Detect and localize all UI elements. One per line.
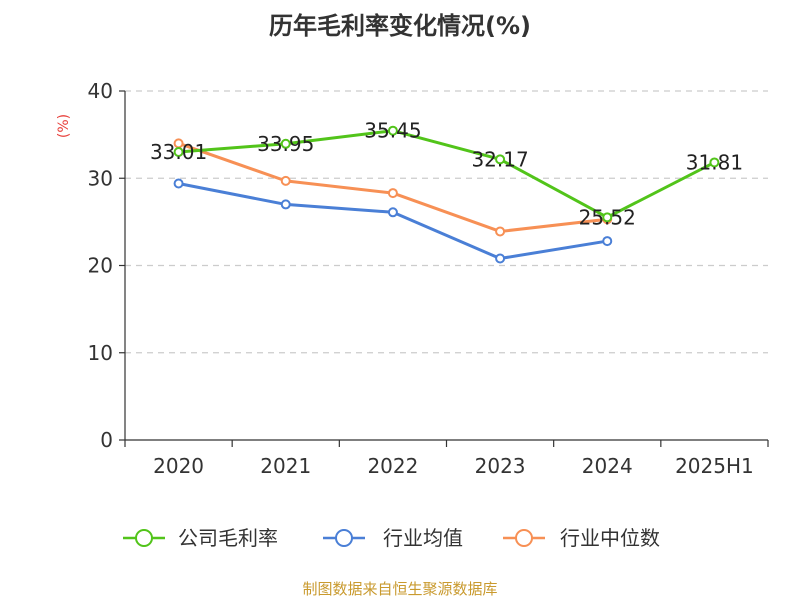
data-point <box>495 253 506 264</box>
legend-marker <box>135 529 153 547</box>
y-axis-unit: (%) <box>56 114 72 138</box>
legend-marker <box>515 529 533 547</box>
y-tick-label: 10 <box>88 341 113 365</box>
legend-item[interactable]: 行业均值 <box>323 526 463 550</box>
data-label: 33.95 <box>257 132 314 156</box>
x-tick-label: 2024 <box>582 454 633 478</box>
data-point <box>602 236 613 247</box>
data-point <box>280 199 291 210</box>
y-tick-label: 30 <box>88 166 113 190</box>
grid <box>125 90 768 354</box>
series-line <box>178 129 716 219</box>
x-tick-label: 2022 <box>367 454 418 478</box>
source-note: 制图数据来自恒生聚源数据库 <box>302 580 497 598</box>
data-labels: 33.01 33.95 35.45 32.17 25.52 31.81 <box>150 119 743 230</box>
data-point <box>495 226 506 237</box>
legend-label: 公司毛利率 <box>178 526 278 550</box>
data-point <box>602 212 613 223</box>
y-tick-label: 20 <box>88 254 113 278</box>
data-label: 32.17 <box>471 147 528 171</box>
data-point <box>495 154 506 165</box>
data-label: 25.52 <box>579 205 636 229</box>
data-label: 33.01 <box>150 140 207 164</box>
data-point <box>387 125 398 136</box>
axes: 0 10 20 30 40 2020 2021 2022 2023 2024 2025H1 <box>88 79 769 478</box>
data-point <box>280 138 291 149</box>
x-tick-label: 2023 <box>475 454 526 478</box>
legend[interactable]: 公司毛利率 行业均值 行业中位数 <box>123 526 660 550</box>
data-label: 31.81 <box>686 150 743 174</box>
chart-title: 历年毛利率变化情况(%) <box>269 12 531 40</box>
x-tick-label: 2021 <box>260 454 311 478</box>
x-tick-label: 2025H1 <box>675 454 754 478</box>
y-tick-label: 40 <box>88 79 113 103</box>
series <box>173 125 720 264</box>
legend-item[interactable]: 行业中位数 <box>503 526 660 550</box>
data-point <box>709 157 720 168</box>
data-label: 35.45 <box>364 119 421 143</box>
data-point <box>387 207 398 218</box>
data-point <box>280 175 291 186</box>
data-point <box>387 188 398 199</box>
x-tick-label: 2020 <box>153 454 204 478</box>
legend-label: 行业均值 <box>383 526 463 550</box>
y-tick-label: 0 <box>100 428 113 452</box>
data-point <box>173 146 184 157</box>
legend-label: 行业中位数 <box>560 526 660 550</box>
legend-marker <box>335 529 353 547</box>
series-line <box>178 141 608 233</box>
legend-item[interactable]: 公司毛利率 <box>123 526 278 550</box>
data-point <box>173 178 184 189</box>
